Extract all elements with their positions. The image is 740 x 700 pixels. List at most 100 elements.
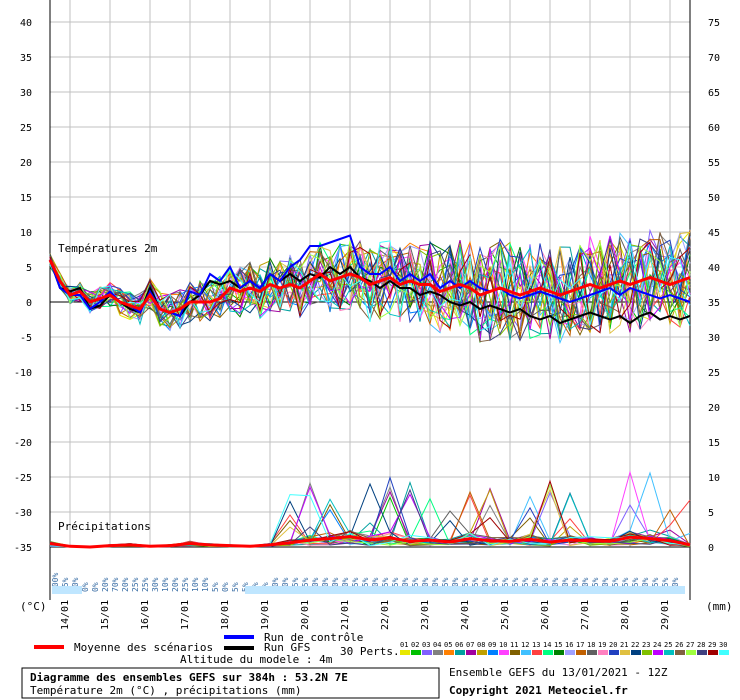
x-tick-label: 29/01 [660, 600, 671, 630]
precip-prob-band [52, 586, 82, 594]
precip-prob-label: 45% [411, 577, 420, 592]
member-legend-label: 14 [543, 641, 551, 649]
precip-prob-label: 40% [401, 577, 410, 592]
member-legend-swatch [455, 650, 465, 655]
precip-prob-label: 25% [141, 577, 150, 592]
precip-prob-label: 5% [211, 582, 220, 592]
member-legend-label: 22 [631, 641, 639, 649]
left-tick-label: -10 [14, 368, 32, 379]
precip-probability-labels: 100% 95% 10% 0% 0% 20% 70% 20% 25% 25% 30% 10% 20% 25… [51, 573, 685, 594]
precip-prob-label: 10% [71, 577, 80, 592]
member-legend-label: 29 [708, 641, 716, 649]
member-line [49, 240, 691, 332]
precip-prob-label: 25% [381, 577, 390, 592]
member-legend-swatch [400, 650, 410, 655]
member-legend-swatch [433, 650, 443, 655]
member-legend-swatch [664, 650, 674, 655]
right-tick-label: 50 [708, 193, 720, 204]
member-legend-swatch [543, 650, 553, 655]
precip-prob-label: 20% [311, 577, 320, 592]
right-unit-label: (mm) [706, 600, 733, 613]
member-legend-swatch [653, 650, 663, 655]
run-label: Ensemble GEFS du 13/01/2021 - 12Z [449, 666, 668, 679]
member-legend-swatch [554, 650, 564, 655]
member-legend-swatch [510, 650, 520, 655]
right-tick-label: 20 [708, 403, 720, 414]
precip-prob-label: 25% [541, 577, 550, 592]
member-legend-swatch [444, 650, 454, 655]
precip-prob-label: 50% [421, 577, 430, 592]
left-tick-label: -35 [14, 543, 32, 554]
precip-prob-label: 20% [581, 577, 590, 592]
member-line [49, 235, 691, 342]
x-tick-label: 25/01 [500, 600, 511, 630]
temp-label: Températures 2m [58, 242, 158, 255]
member-line [49, 241, 691, 334]
x-axis-labels: 14/01 15/01 16/01 17/01 18/01 19/01 20/01 21/01… [60, 600, 671, 630]
x-tick-label: 22/01 [380, 600, 391, 630]
member-line [49, 237, 691, 324]
right-tick-label: 15 [708, 438, 720, 449]
member-legend-label: 04 [433, 641, 441, 649]
precip-prob-label: 25% [631, 577, 640, 592]
precip-prob-label: 15% [621, 577, 630, 592]
legend: Moyenne des scénarios Run de contrôle Ru… [34, 631, 729, 666]
precip-prob-label: 35% [391, 577, 400, 592]
member-legend-swatch [719, 650, 729, 655]
member-legend-swatch [675, 650, 685, 655]
right-tick-label: 65 [708, 88, 720, 99]
precip-prob-label: 10% [281, 577, 290, 592]
precip-prob-label: 20% [341, 577, 350, 592]
member-legend-label: 13 [532, 641, 540, 649]
member-legend-swatch [642, 650, 652, 655]
right-tick-label: 55 [708, 158, 720, 169]
left-tick-label: 25 [20, 123, 32, 134]
precip-label: Précipitations [58, 520, 151, 533]
member-legend-label: 21 [620, 641, 628, 649]
precip-prob-label: 25% [131, 577, 140, 592]
left-axis-ticks: 40 35 30 25 20 15 10 5 0 -5 -10 -15 -20 -25 -30 -35 [14, 18, 32, 554]
precip-prob-label: 20% [171, 577, 180, 592]
right-tick-label: 60 [708, 123, 720, 134]
precip-prob-label: 40% [551, 577, 560, 592]
precip-prob-label: 35% [591, 577, 600, 592]
precip-prob-label: 35% [471, 577, 480, 592]
member-legend-label: 08 [477, 641, 485, 649]
member-legend-label: 17 [576, 641, 584, 649]
precip-prob-label: 25% [291, 577, 300, 592]
precip-prob-band [245, 586, 685, 594]
precip-prob-label: 10% [641, 577, 650, 592]
member-legend-swatch [488, 650, 498, 655]
left-tick-label: -5 [20, 333, 32, 344]
precip-prob-label: 45% [461, 577, 470, 592]
member-legend-label: 24 [653, 641, 661, 649]
right-tick-label: 75 [708, 18, 720, 29]
precip-prob-label: 20% [321, 577, 330, 592]
precip-prob-label: 30% [371, 577, 380, 592]
chart-title: Diagramme des ensembles GEFS sur 384h : … [30, 671, 348, 684]
member-legend-label: 27 [686, 641, 694, 649]
member-legend-swatch [631, 650, 641, 655]
x-tick-label: 21/01 [340, 600, 351, 630]
left-tick-label: 5 [26, 263, 32, 274]
member-legend-label: 16 [565, 641, 573, 649]
precip-prob-label: 100% [51, 573, 60, 592]
member-legend-swatch [609, 650, 619, 655]
precip-prob-label: 5% [231, 582, 240, 592]
precip-prob-label: 30% [571, 577, 580, 592]
left-unit-label: (°C) [20, 600, 47, 613]
x-tick-label: 16/01 [140, 600, 151, 630]
member-legend-swatch [499, 650, 509, 655]
precip-prob-label: 45% [501, 577, 510, 592]
left-tick-label: 10 [20, 228, 32, 239]
precip-prob-label: 35% [521, 577, 530, 592]
copyright: Copyright 2021 Meteociel.fr [449, 684, 628, 697]
member-legend-label: 02 [411, 641, 419, 649]
member-legend-label: 10 [499, 641, 507, 649]
left-tick-label: -15 [14, 403, 32, 414]
left-tick-label: 15 [20, 193, 32, 204]
member-legend-swatch [620, 650, 630, 655]
right-tick-label: 30 [708, 333, 720, 344]
member-legend-swatch [686, 650, 696, 655]
member-legend-swatch [411, 650, 421, 655]
